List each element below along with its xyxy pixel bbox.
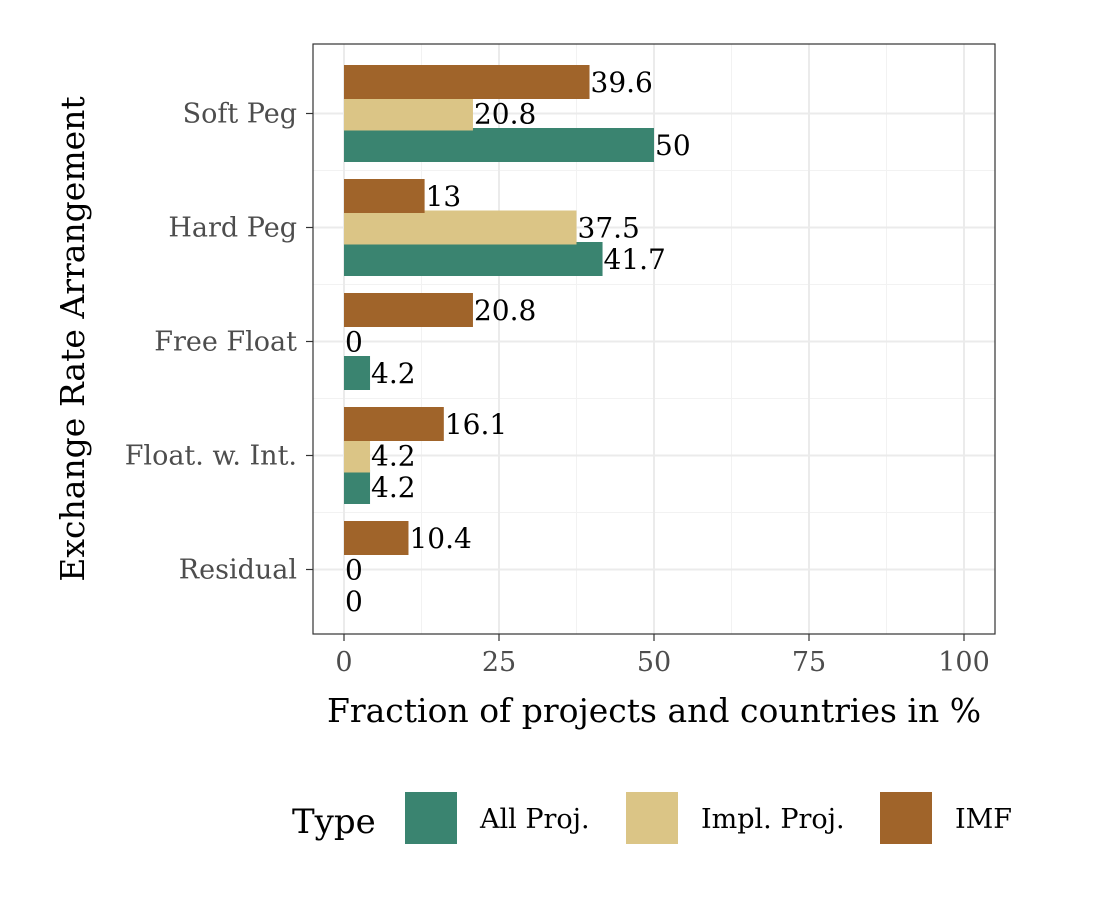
data-label: 0 xyxy=(345,585,363,618)
y-tick-label: Soft Peg xyxy=(183,99,297,130)
bar xyxy=(344,470,371,504)
x-axis: 0 25 50 75 100 xyxy=(335,634,990,678)
bar xyxy=(344,407,444,441)
x-tick-label: 0 xyxy=(335,647,352,678)
y-axis-title: Exchange Rate Arrangement xyxy=(53,96,92,581)
data-label: 20.8 xyxy=(474,294,536,327)
legend: Type All Proj. Impl. Proj. IMF xyxy=(292,792,1012,844)
bar xyxy=(344,242,603,276)
bar xyxy=(344,438,371,473)
bar xyxy=(344,128,654,162)
legend-title: Type xyxy=(292,802,376,842)
y-tick-label: Free Float xyxy=(154,327,297,358)
data-label: 20.8 xyxy=(474,98,536,131)
data-label: 50 xyxy=(655,129,691,162)
y-tick-label: Residual xyxy=(179,555,297,586)
data-label: 16.1 xyxy=(445,408,507,441)
data-label: 10.4 xyxy=(409,522,471,555)
x-tick-label: 25 xyxy=(482,647,516,678)
data-label: 0 xyxy=(345,326,363,359)
bar xyxy=(344,65,590,99)
data-label: 4.2 xyxy=(371,440,416,473)
legend-swatch xyxy=(880,792,932,844)
x-tick-label: 75 xyxy=(792,647,826,678)
legend-label: IMF xyxy=(955,804,1012,835)
x-tick-label: 100 xyxy=(938,647,990,678)
data-label: 13 xyxy=(426,180,462,213)
legend-swatch xyxy=(405,792,457,844)
legend-label: All Proj. xyxy=(479,804,590,835)
legend-swatch xyxy=(626,792,678,844)
data-label: 39.6 xyxy=(591,66,653,99)
bar xyxy=(344,356,371,390)
bar xyxy=(344,210,577,245)
data-labels: 5041.74.24.2020.837.504.2039.61320.816.1… xyxy=(345,66,691,618)
bar xyxy=(344,293,473,327)
data-label: 4.2 xyxy=(371,471,416,504)
bar xyxy=(344,521,409,555)
x-tick-label: 50 xyxy=(637,647,671,678)
y-tick-label: Float. w. Int. xyxy=(125,441,297,472)
legend-label: Impl. Proj. xyxy=(701,804,845,835)
bars xyxy=(344,65,654,555)
data-label: 4.2 xyxy=(371,357,416,390)
data-label: 41.7 xyxy=(604,243,666,276)
data-label: 37.5 xyxy=(578,212,640,245)
x-axis-title: Fraction of projects and countries in % xyxy=(327,691,981,730)
bar xyxy=(344,96,473,131)
bar xyxy=(344,179,425,213)
y-axis: Soft Peg Hard Peg Free Float Float. w. Int.… xyxy=(125,99,313,586)
data-label: 0 xyxy=(345,554,363,587)
y-tick-label: Hard Peg xyxy=(168,213,297,244)
